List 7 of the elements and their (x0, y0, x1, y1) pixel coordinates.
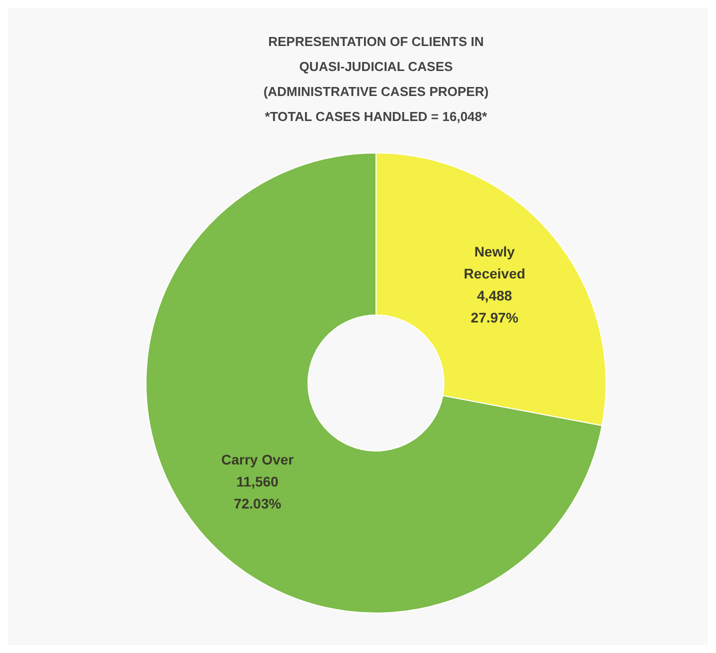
data-label: 4,488 27.97% (470, 288, 519, 326)
donut-slice (146, 152, 603, 614)
chart-title: REPRESENTATION OF CLIENTS IN QUASI-JUDICIAL CASES (ADMINISTRATIVE CASES PROPER) (263, 34, 489, 99)
data-label: 11,560 72.03% (234, 473, 282, 512)
chart-subtitle: *TOTAL CASES HANDLED = 16,048* (264, 109, 488, 124)
slice-label: Carry Over (221, 451, 294, 468)
slice-label: Newly Received (464, 244, 526, 282)
